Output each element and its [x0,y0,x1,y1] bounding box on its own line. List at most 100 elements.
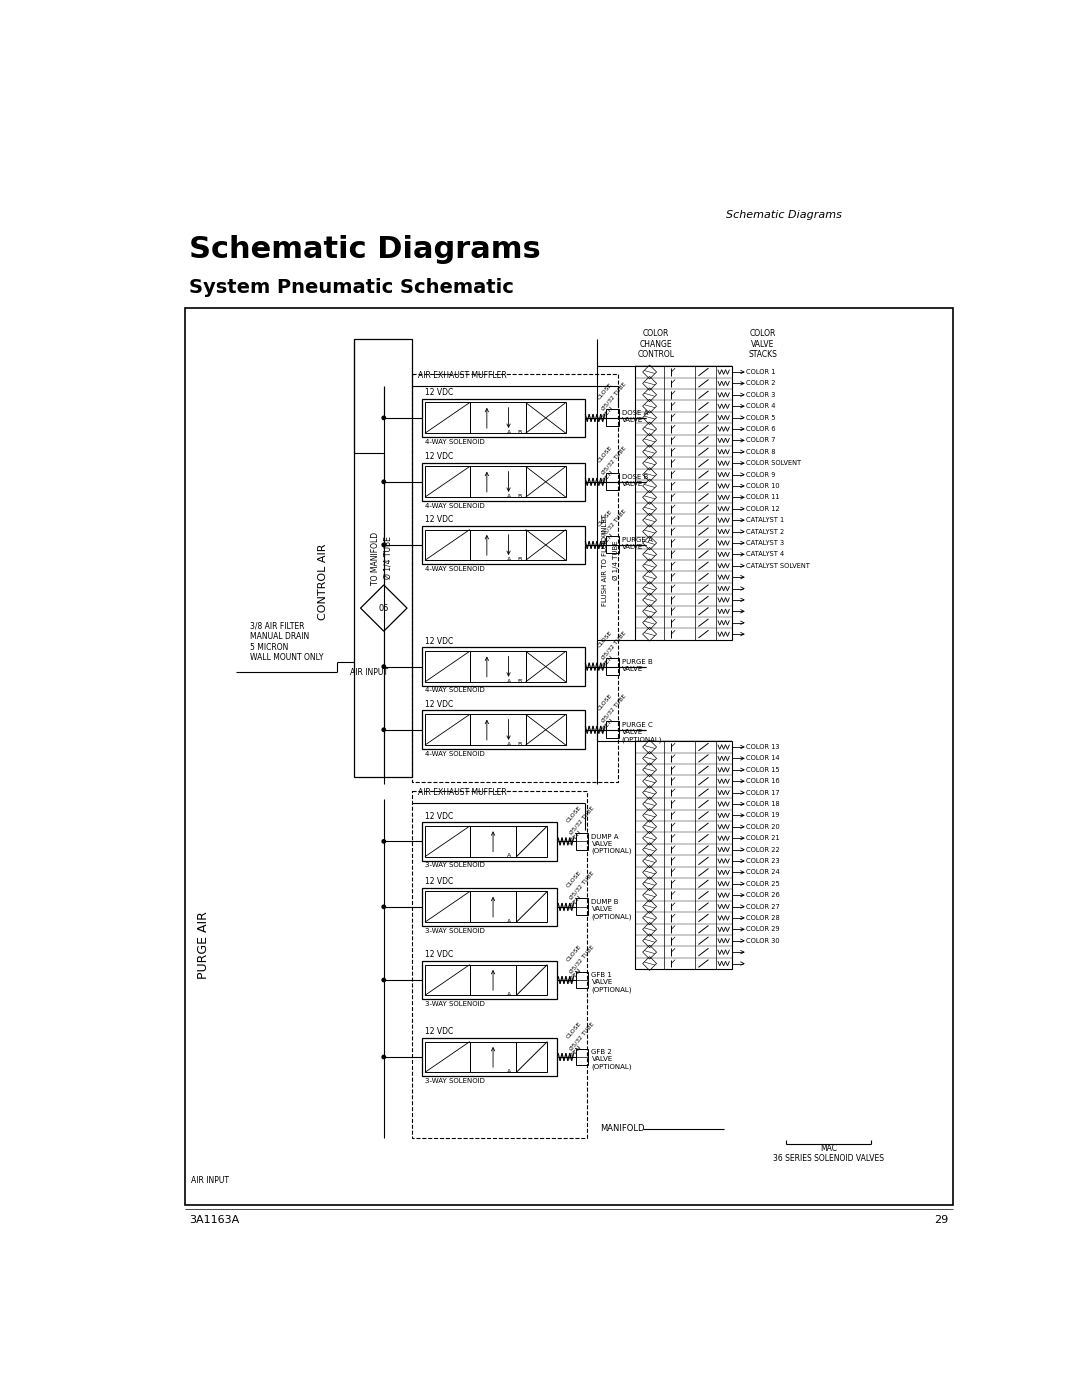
Bar [516,826,548,856]
Text: GFB 1
VALVE
(OPTIONAL): GFB 1 VALVE (OPTIONAL) [592,972,632,993]
Bar [526,529,566,560]
Text: Ø 1/4 TUBE: Ø 1/4 TUBE [383,536,392,580]
Bar [635,742,732,970]
Text: CATALYST SOLVENT: CATALYST SOLVENT [746,563,810,569]
Text: CLOSE: CLOSE [597,446,613,464]
Text: A: A [507,493,511,499]
Text: 12 VDC: 12 VDC [424,877,454,886]
Text: B: B [517,493,522,499]
Text: 12 VDC: 12 VDC [424,812,454,820]
Bar [470,529,526,560]
Bar [470,467,526,497]
Text: 05: 05 [378,604,389,612]
Text: CLOSE: CLOSE [565,1020,582,1039]
Text: Ø5/32 TUBE: Ø5/32 TUBE [600,381,627,412]
Bar [606,536,619,553]
Text: Ø5/32 TUBE: Ø5/32 TUBE [569,1021,595,1051]
Text: OPEN: OPEN [567,1045,582,1060]
Text: COLOR 23: COLOR 23 [746,858,780,863]
Text: AIR INPUT: AIR INPUT [191,1176,229,1185]
Bar [576,833,589,849]
Bar [516,1042,548,1073]
Bar [635,366,732,640]
Text: 3-WAY SOLENOID: 3-WAY SOLENOID [424,862,485,868]
Text: CATALYST 1: CATALYST 1 [746,517,784,522]
Text: 4-WAY SOLENOID: 4-WAY SOLENOID [424,687,485,693]
Text: A: A [507,1069,511,1074]
Bar [424,402,470,433]
Bar [422,398,584,437]
Bar [526,402,566,433]
Text: CATALYST 3: CATALYST 3 [746,539,784,546]
Text: 12 VDC: 12 VDC [424,388,454,397]
Text: MANIFOLD: MANIFOLD [600,1125,645,1133]
Text: DUMP A
VALVE
(OPTIONAL): DUMP A VALVE (OPTIONAL) [592,834,632,854]
Bar [422,961,557,999]
Text: OPEN: OPEN [599,654,615,671]
Circle shape [382,1055,386,1059]
Text: COLOR 2: COLOR 2 [746,380,775,387]
Text: COLOR 9: COLOR 9 [746,472,775,478]
Text: CONTROL AIR: CONTROL AIR [318,543,327,620]
Bar [470,402,526,433]
Text: COLOR 30: COLOR 30 [746,937,780,944]
Circle shape [382,840,386,842]
Text: COLOR 7: COLOR 7 [746,437,775,443]
Bar [470,651,526,682]
Text: PURGE A
VALVE: PURGE A VALVE [622,538,652,550]
Bar [424,651,470,682]
Circle shape [382,905,386,908]
Text: DUMP B
VALVE
(OPTIONAL): DUMP B VALVE (OPTIONAL) [592,900,632,919]
Bar [576,1049,589,1066]
Bar [526,651,566,682]
Bar [422,887,557,926]
Text: B: B [517,679,522,683]
Text: A: A [507,557,511,562]
Text: CLOSE: CLOSE [597,630,613,648]
Text: Ø5/32 TUBE: Ø5/32 TUBE [600,693,627,724]
Bar [470,964,516,996]
Text: Ø5/32 TUBE: Ø5/32 TUBE [600,630,627,661]
Text: COLOR 16: COLOR 16 [746,778,780,784]
Bar [470,1042,516,1073]
Text: System Pneumatic Schematic: System Pneumatic Schematic [189,278,514,296]
Text: 12 VDC: 12 VDC [424,453,454,461]
Text: Ø5/32 TUBE: Ø5/32 TUBE [569,943,595,974]
Text: COLOR 8: COLOR 8 [746,448,775,455]
Bar [424,714,470,745]
Text: COLOR SOLVENT: COLOR SOLVENT [746,460,801,467]
Circle shape [382,543,386,546]
Text: OPEN: OPEN [599,469,615,486]
Bar [422,647,584,686]
Text: PURGE B
VALVE: PURGE B VALVE [622,659,652,672]
Bar [526,467,566,497]
Text: CLOSE: CLOSE [597,693,613,712]
Text: COLOR
CHANGE
CONTROL: COLOR CHANGE CONTROL [637,330,674,359]
Text: CLOSE: CLOSE [565,805,582,824]
Bar [470,714,526,745]
Text: COLOR 11: COLOR 11 [746,495,780,500]
Text: COLOR 18: COLOR 18 [746,800,780,807]
Text: CLOSE: CLOSE [565,943,582,963]
Text: COLOR 4: COLOR 4 [746,404,775,409]
Text: DOSE B
VALVE: DOSE B VALVE [622,474,648,488]
Bar [516,964,548,996]
Text: AIR INPUT: AIR INPUT [350,668,389,678]
Text: 4-WAY SOLENOID: 4-WAY SOLENOID [424,503,485,509]
Text: COLOR 27: COLOR 27 [746,904,780,909]
Bar [424,826,470,856]
Circle shape [382,665,386,668]
Bar [186,307,953,1204]
Text: 4-WAY SOLENOID: 4-WAY SOLENOID [424,750,485,757]
Text: GFB 2
VALVE
(OPTIONAL): GFB 2 VALVE (OPTIONAL) [592,1049,632,1070]
Text: Ø5/32 TUBE: Ø5/32 TUBE [600,509,627,539]
Text: OPEN: OPEN [599,532,615,549]
Text: COLOR 5: COLOR 5 [746,415,775,420]
Text: COLOR 20: COLOR 20 [746,824,780,830]
Text: CLOSE: CLOSE [597,381,613,400]
Text: COLOR
VALVE
STACKS: COLOR VALVE STACKS [748,330,778,359]
Text: COLOR 13: COLOR 13 [746,745,780,750]
Text: COLOR 1: COLOR 1 [746,369,775,374]
Text: 3A1163A: 3A1163A [189,1215,240,1225]
Bar [470,826,516,856]
